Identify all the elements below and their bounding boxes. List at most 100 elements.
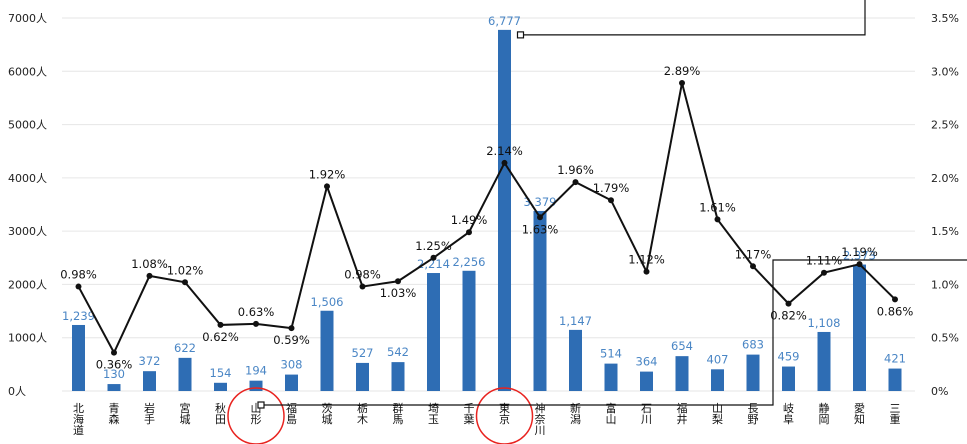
bar: [356, 362, 369, 391]
bar-value-label: 372: [139, 354, 161, 368]
bar: [143, 371, 156, 391]
ratio-label: 1.08%: [131, 257, 168, 271]
category-labels: 北海道青森岩手宮城秋田山形福島茨城栃木群馬埼玉千葉東京神奈川新潟富山石川福井山梨…: [73, 401, 901, 437]
right-tick-label: 1.0%: [931, 278, 959, 291]
bar: [853, 264, 866, 391]
bar-value-label: 514: [600, 347, 622, 361]
category-label-char: 馬: [393, 413, 404, 426]
category-label-char: 道: [73, 423, 84, 437]
ratio-point: [608, 197, 614, 204]
category-label-char: 知: [854, 412, 865, 426]
left-tick-label: 7000人: [8, 12, 47, 25]
ratio-point: [75, 283, 82, 290]
category-label-char: 井: [677, 412, 688, 426]
bar-value-label: 2,214: [417, 257, 450, 271]
bar-value-label: 654: [671, 339, 693, 353]
category-label-char: 島: [286, 412, 297, 426]
ratio-point: [856, 261, 863, 268]
right-tick-label: 2.5%: [931, 119, 959, 132]
ratio-label: 1.96%: [557, 163, 594, 177]
ratio-label: 0.98%: [344, 268, 381, 282]
bar-value-label: 194: [245, 364, 267, 378]
bar: [746, 354, 760, 391]
bar: [427, 273, 440, 391]
ratio-label: 1.79%: [593, 181, 630, 195]
bar-value-label: 1,506: [311, 295, 344, 309]
bar-value-label: 308: [281, 358, 303, 372]
category-label-char: 東: [499, 402, 510, 415]
category-label-char: 愛: [854, 402, 865, 415]
bar: [817, 331, 831, 391]
category-label-char: 北: [73, 402, 84, 415]
bar: [498, 29, 511, 391]
ratio-point: [288, 325, 295, 332]
category-label-char: 神: [535, 401, 546, 415]
bar: [604, 363, 618, 391]
category-label-char: 木: [357, 413, 368, 426]
ratio-point: [501, 159, 508, 166]
category-label-char: 奈: [535, 412, 546, 426]
bar: [782, 366, 795, 391]
category-label-char: 青: [109, 402, 120, 415]
ratio-point: [785, 300, 792, 307]
bar-value-label: 407: [707, 352, 729, 366]
ratio-point: [572, 179, 579, 186]
category-label-char: 埼: [428, 401, 439, 415]
ratio-label: 0.59%: [273, 333, 310, 347]
category-label-char: 岩: [144, 401, 155, 415]
ratio-point: [146, 272, 153, 279]
ratio-point: [466, 229, 472, 236]
bar: [178, 357, 192, 391]
ratio-label: 1.17%: [735, 247, 772, 261]
bar-value-label: 542: [387, 345, 409, 359]
bar: [72, 324, 85, 391]
category-label-char: 群: [393, 401, 404, 415]
bar: [533, 210, 547, 391]
bar: [320, 310, 334, 391]
category-label-char: 川: [641, 413, 652, 426]
category-label-char: 葉: [464, 412, 475, 426]
category-label-char: 福: [286, 401, 297, 415]
ratio-label: 1.19%: [841, 245, 878, 259]
category-label-char: 梨: [712, 412, 723, 426]
category-label-char: 宮: [180, 401, 191, 415]
left-tick-label: 1000人: [8, 332, 47, 345]
highlight-circle: [227, 387, 285, 444]
bar-value-label: 364: [636, 355, 658, 369]
category-label-char: 千: [464, 402, 475, 415]
bar-value-label: 154: [210, 366, 232, 380]
category-label-char: 富: [606, 401, 617, 415]
left-axis: 0人 1000人 2000人 3000人 4000人 5000人 6000人 7000人: [8, 12, 47, 398]
highlight-circle: [475, 387, 534, 444]
bar: [391, 362, 405, 391]
ratio-point: [643, 268, 650, 275]
bar: [640, 371, 653, 391]
ratio-label: 0.62%: [202, 330, 239, 344]
ratio-point: [430, 254, 437, 261]
ratio-point: [679, 80, 685, 87]
ratio-label: 0.98%: [60, 268, 97, 282]
ratio-label: 1.12%: [628, 253, 665, 267]
right-axis: 0% 0.5% 1.0% 1.5% 2.0% 2.5% 3.0% 3.5%: [931, 12, 959, 398]
ratio-point: [714, 216, 721, 223]
ratio-point: [359, 283, 366, 290]
bar-value-label: 459: [778, 350, 800, 364]
category-label-char: 川: [535, 424, 546, 437]
category-label-char: 茨: [322, 401, 333, 415]
bar-value-label: 1,147: [559, 314, 592, 328]
ratio-point: [537, 214, 543, 221]
bar-value-label: 1,239: [62, 309, 95, 323]
bar: [214, 382, 227, 391]
ratio-label: 2.14%: [486, 144, 523, 158]
right-tick-label: 2.0%: [931, 172, 959, 185]
bar-value-label: 527: [352, 346, 374, 360]
bar-value-label: 2,256: [453, 255, 486, 269]
category-label-char: 栃: [357, 401, 368, 415]
right-tick-label: 0%: [931, 385, 948, 398]
bar-series: [72, 29, 902, 391]
ratio-label: 1.03%: [380, 286, 417, 300]
right-tick-label: 3.0%: [931, 65, 959, 78]
category-label-char: 玉: [428, 413, 439, 426]
category-label-char: 福: [677, 401, 688, 415]
